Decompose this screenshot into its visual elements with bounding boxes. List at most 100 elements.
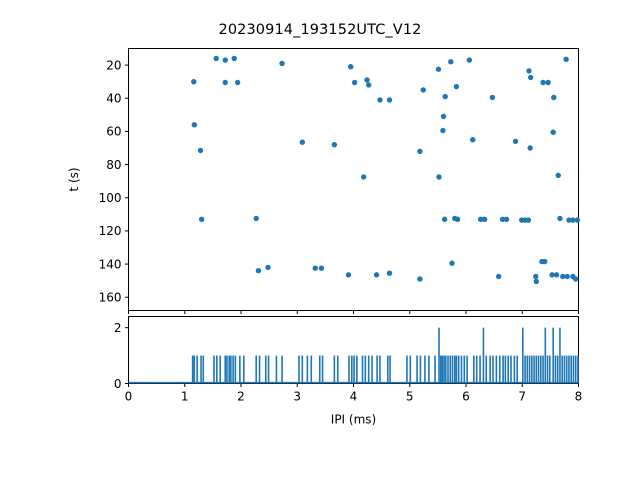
histogram-bar	[364, 355, 367, 384]
scatter-point	[198, 216, 205, 222]
scatter-point	[495, 273, 502, 280]
scatter-point	[466, 57, 473, 63]
scatter-point	[557, 215, 563, 222]
scatter-point	[420, 87, 426, 93]
scatter-point	[365, 82, 372, 88]
histogram-bar	[371, 355, 373, 384]
histogram-bar	[219, 355, 221, 384]
histogram-bar	[267, 355, 270, 384]
scatter-point	[525, 217, 532, 223]
histogram-bar	[301, 355, 304, 384]
histogram-bar	[258, 355, 261, 384]
scatter-point	[231, 55, 237, 62]
histogram-xtick-label-1: 1	[181, 390, 189, 404]
histogram-bar	[232, 355, 234, 384]
histogram-bar	[537, 355, 540, 384]
histogram-bar	[561, 355, 563, 384]
histogram-bar	[443, 355, 445, 384]
histogram-bars-group	[128, 327, 579, 384]
scatter-point	[553, 272, 560, 278]
scatter-point	[191, 78, 197, 85]
scatter-panel: 20 40 60 80 100 120 140 160 t (s)	[67, 48, 581, 314]
scatter-point	[436, 174, 442, 180]
histogram-bar	[528, 355, 531, 384]
histogram-bar	[351, 355, 353, 384]
histogram-bar	[387, 355, 389, 384]
histogram-bar	[554, 355, 557, 384]
figure-title: 20230914_193152UTC_V12	[218, 22, 422, 38]
histogram-bar	[473, 355, 475, 384]
scatter-point	[574, 217, 581, 223]
scatter-ytick-label-20: 20	[106, 58, 121, 72]
histogram-bar	[389, 355, 391, 384]
histogram-bar	[549, 355, 551, 384]
scatter-point	[197, 147, 204, 154]
histogram-bar	[577, 355, 579, 384]
histogram-bar	[424, 355, 426, 384]
histogram-bar	[243, 355, 245, 384]
scatter-point	[222, 79, 228, 86]
scatter-point	[265, 264, 271, 271]
scatter-point	[572, 276, 579, 282]
histogram-bar	[367, 355, 370, 384]
scatter-point	[481, 216, 488, 222]
scatter-point	[545, 79, 551, 86]
histogram-bar	[498, 355, 501, 384]
histogram-bar	[419, 355, 422, 384]
scatter-point	[331, 141, 338, 148]
scatter-point	[533, 273, 539, 280]
histogram-bar	[531, 355, 533, 384]
scatter-point	[512, 138, 519, 145]
scatter-ytick-label-80: 80	[106, 158, 121, 172]
histogram-bar	[451, 355, 454, 384]
histogram-bar	[200, 355, 202, 384]
histogram-bar	[522, 327, 524, 384]
histogram-bar	[416, 355, 418, 384]
histogram-bar	[552, 327, 554, 384]
scatter-point	[351, 79, 358, 86]
histogram-bar	[524, 355, 526, 384]
scatter-point	[373, 272, 380, 278]
scatter-point	[440, 113, 447, 120]
scatter-point	[499, 216, 506, 222]
scatter-ytick-label-120: 120	[99, 224, 122, 238]
histogram-xtick-label-4: 4	[350, 390, 358, 404]
histogram-bar	[507, 355, 509, 384]
histogram-bar	[306, 355, 309, 384]
histogram-bar	[565, 355, 568, 384]
histogram-bar	[540, 355, 542, 384]
histogram-bar	[482, 327, 485, 384]
histogram-bar	[544, 327, 547, 384]
histogram-xtick-label-8: 8	[575, 390, 583, 404]
scatter-point	[441, 216, 448, 222]
histogram-bar	[475, 355, 478, 384]
scatter-point	[564, 273, 570, 280]
histogram-bar	[406, 355, 408, 384]
scatter-point	[299, 139, 306, 145]
histogram-bar	[447, 355, 449, 384]
scatter-point	[526, 68, 532, 74]
histogram-bar	[495, 355, 498, 384]
histogram-xtick-label-3: 3	[293, 390, 301, 404]
scatter-point	[377, 97, 383, 103]
histogram-bar	[230, 355, 232, 384]
scatter-point	[234, 79, 241, 86]
scatter-point	[527, 145, 533, 151]
scatter-point	[318, 265, 325, 271]
histogram-bar	[318, 355, 321, 384]
histogram-bar	[441, 355, 444, 384]
scatter-point	[454, 216, 461, 222]
histogram-bar	[510, 355, 512, 384]
scatter-ytick-label-140: 140	[99, 257, 122, 271]
scatter-points-group	[191, 55, 581, 285]
scatter-point	[347, 64, 354, 70]
histogram-bar	[572, 355, 575, 384]
scatter-point	[448, 59, 454, 65]
histogram-bar	[533, 355, 535, 384]
histogram-bar	[428, 355, 430, 384]
histogram-bar	[455, 355, 458, 384]
scatter-point	[213, 55, 219, 62]
scatter-point	[191, 122, 198, 128]
scatter-point	[222, 57, 228, 63]
